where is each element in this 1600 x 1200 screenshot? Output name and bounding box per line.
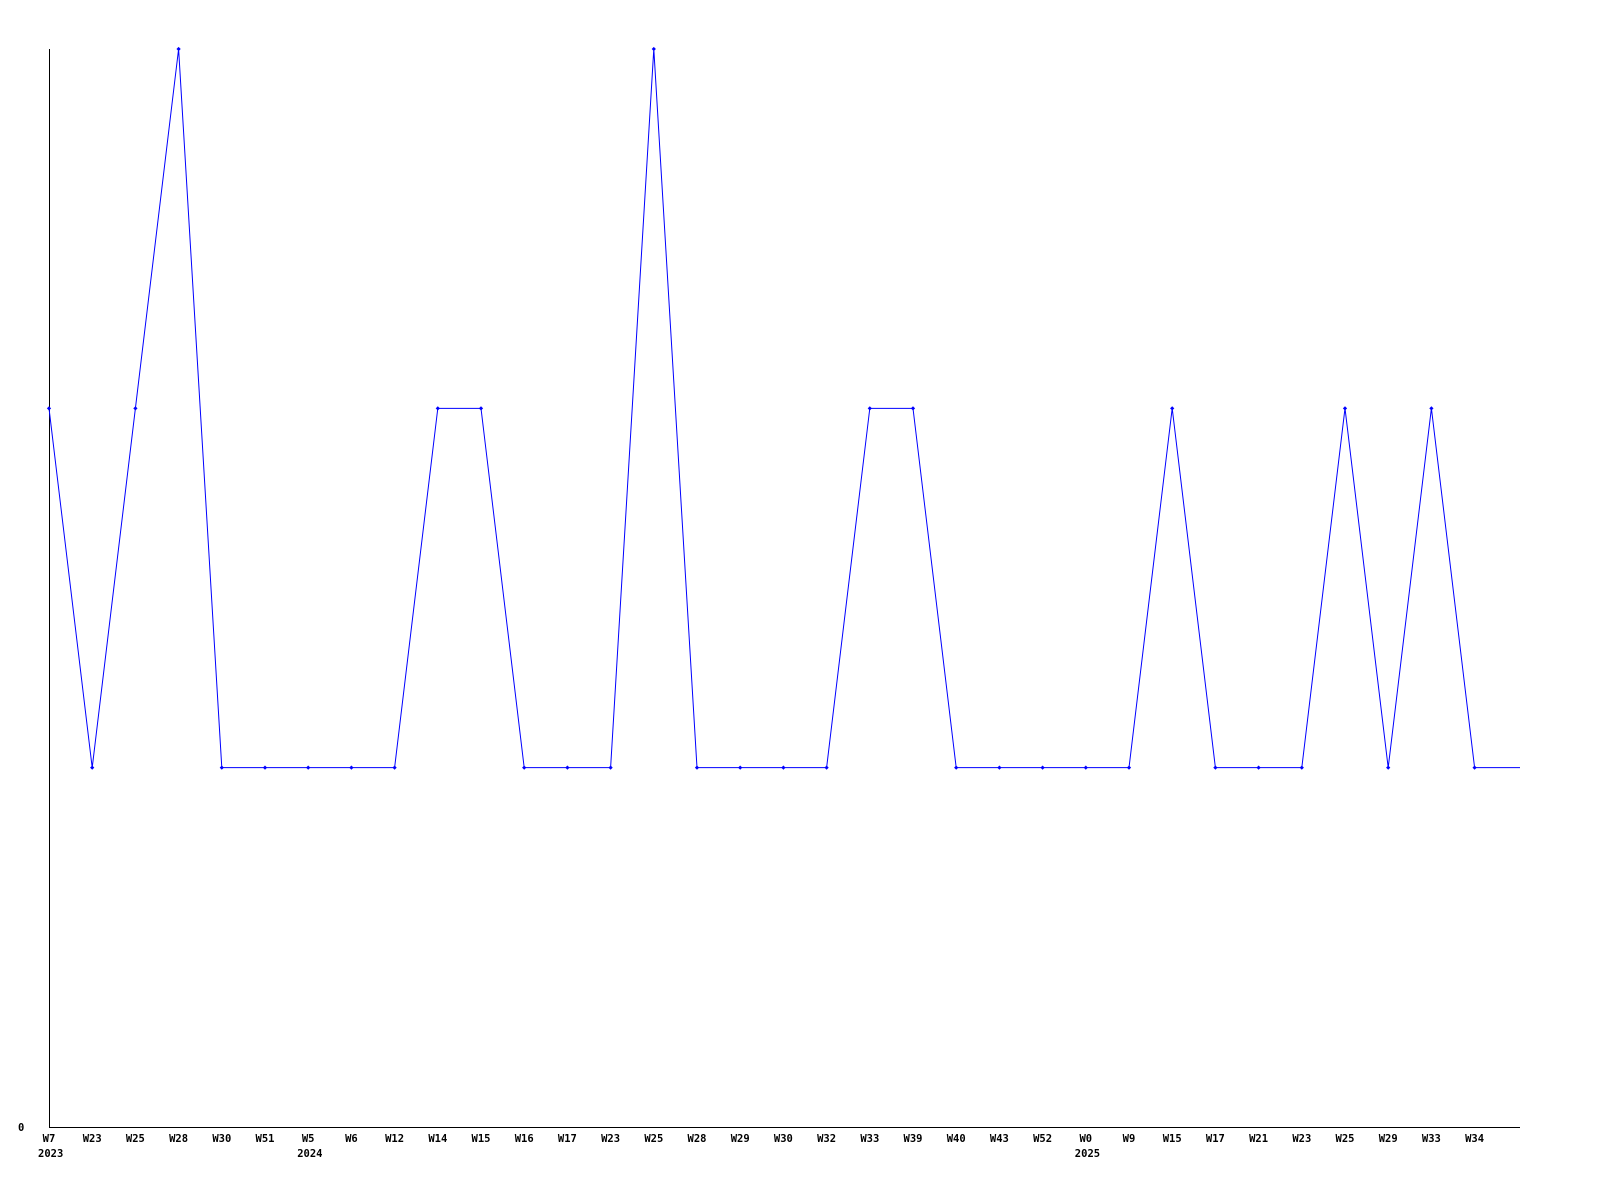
- data-point: [1213, 765, 1218, 770]
- x-tick-label: W29: [731, 1133, 750, 1145]
- data-point: [867, 406, 872, 411]
- x-tick-label: W40: [947, 1133, 966, 1145]
- data-point: [1040, 765, 1045, 770]
- x-tick-label: W15: [1163, 1133, 1182, 1145]
- year-label: 2025: [1075, 1148, 1100, 1160]
- year-label: 2024: [297, 1148, 322, 1160]
- x-tick-label: W25: [126, 1133, 145, 1145]
- data-point: [1429, 406, 1434, 411]
- x-tick-label: W21: [1249, 1133, 1268, 1145]
- y-tick-label: 0: [18, 1122, 24, 1134]
- x-tick-label: W6: [345, 1133, 358, 1145]
- data-point: [1342, 406, 1348, 411]
- data-point: [262, 765, 268, 770]
- x-tick-label: W12: [385, 1133, 404, 1145]
- x-tick-label: W28: [688, 1133, 707, 1145]
- x-tick-label: W30: [774, 1133, 793, 1145]
- year-label: 2023: [38, 1148, 63, 1160]
- data-point: [997, 765, 1002, 770]
- x-tick-label: W33: [1422, 1133, 1441, 1145]
- data-point: [910, 406, 916, 411]
- data-point: [478, 406, 484, 411]
- x-tick-label: W28: [169, 1133, 188, 1145]
- data-point: [651, 46, 656, 52]
- data-point: [1256, 765, 1261, 770]
- x-tick-label: W30: [212, 1133, 231, 1145]
- x-tick-label: W7: [43, 1133, 56, 1145]
- data-point: [824, 765, 829, 770]
- x-tick-label: W15: [472, 1133, 491, 1145]
- data-point: [1386, 765, 1391, 770]
- data-point: [90, 765, 95, 770]
- data-point: [1299, 765, 1304, 770]
- data-point: [435, 406, 440, 411]
- x-tick-label: W25: [644, 1133, 663, 1145]
- series-line: [48, 48, 1520, 769]
- x-tick-label: W33: [860, 1133, 879, 1145]
- data-point: [306, 765, 311, 770]
- data-point: [392, 765, 397, 770]
- x-tick-label: W51: [256, 1133, 275, 1145]
- x-tick-label: W9: [1123, 1133, 1136, 1145]
- x-tick-label: W0: [1079, 1133, 1092, 1145]
- x-tick-label: W34: [1465, 1133, 1484, 1145]
- x-tick-label: W23: [601, 1133, 620, 1145]
- data-point: [694, 765, 700, 770]
- x-tick-label: W14: [428, 1133, 447, 1145]
- data-point: [738, 765, 743, 770]
- x-tick-label: W25: [1336, 1133, 1355, 1145]
- x-tick-label: W32: [817, 1133, 836, 1145]
- x-tick-label: W23: [1292, 1133, 1311, 1145]
- data-point: [219, 765, 224, 770]
- data-point: [176, 46, 181, 52]
- data-point: [1126, 765, 1132, 770]
- x-tick-label: W29: [1379, 1133, 1398, 1145]
- x-tick-label: W5: [302, 1133, 315, 1145]
- data-point: [349, 765, 354, 770]
- data-point: [954, 765, 959, 770]
- data-point: [781, 765, 786, 770]
- data-point: [565, 765, 570, 770]
- x-tick-label: W23: [83, 1133, 102, 1145]
- x-tick-label: W43: [990, 1133, 1009, 1145]
- data-point: [1472, 765, 1477, 770]
- data-point: [1083, 765, 1088, 770]
- x-tick-label: W52: [1033, 1133, 1052, 1145]
- data-point: [608, 765, 613, 770]
- x-tick-label: W16: [515, 1133, 534, 1145]
- data-point: [133, 406, 138, 411]
- x-tick-label: W17: [558, 1133, 577, 1145]
- data-point: [522, 765, 527, 770]
- data-point: [46, 406, 52, 411]
- x-tick-label: W17: [1206, 1133, 1225, 1145]
- x-tick-label: W39: [904, 1133, 923, 1145]
- data-point: [1170, 406, 1175, 411]
